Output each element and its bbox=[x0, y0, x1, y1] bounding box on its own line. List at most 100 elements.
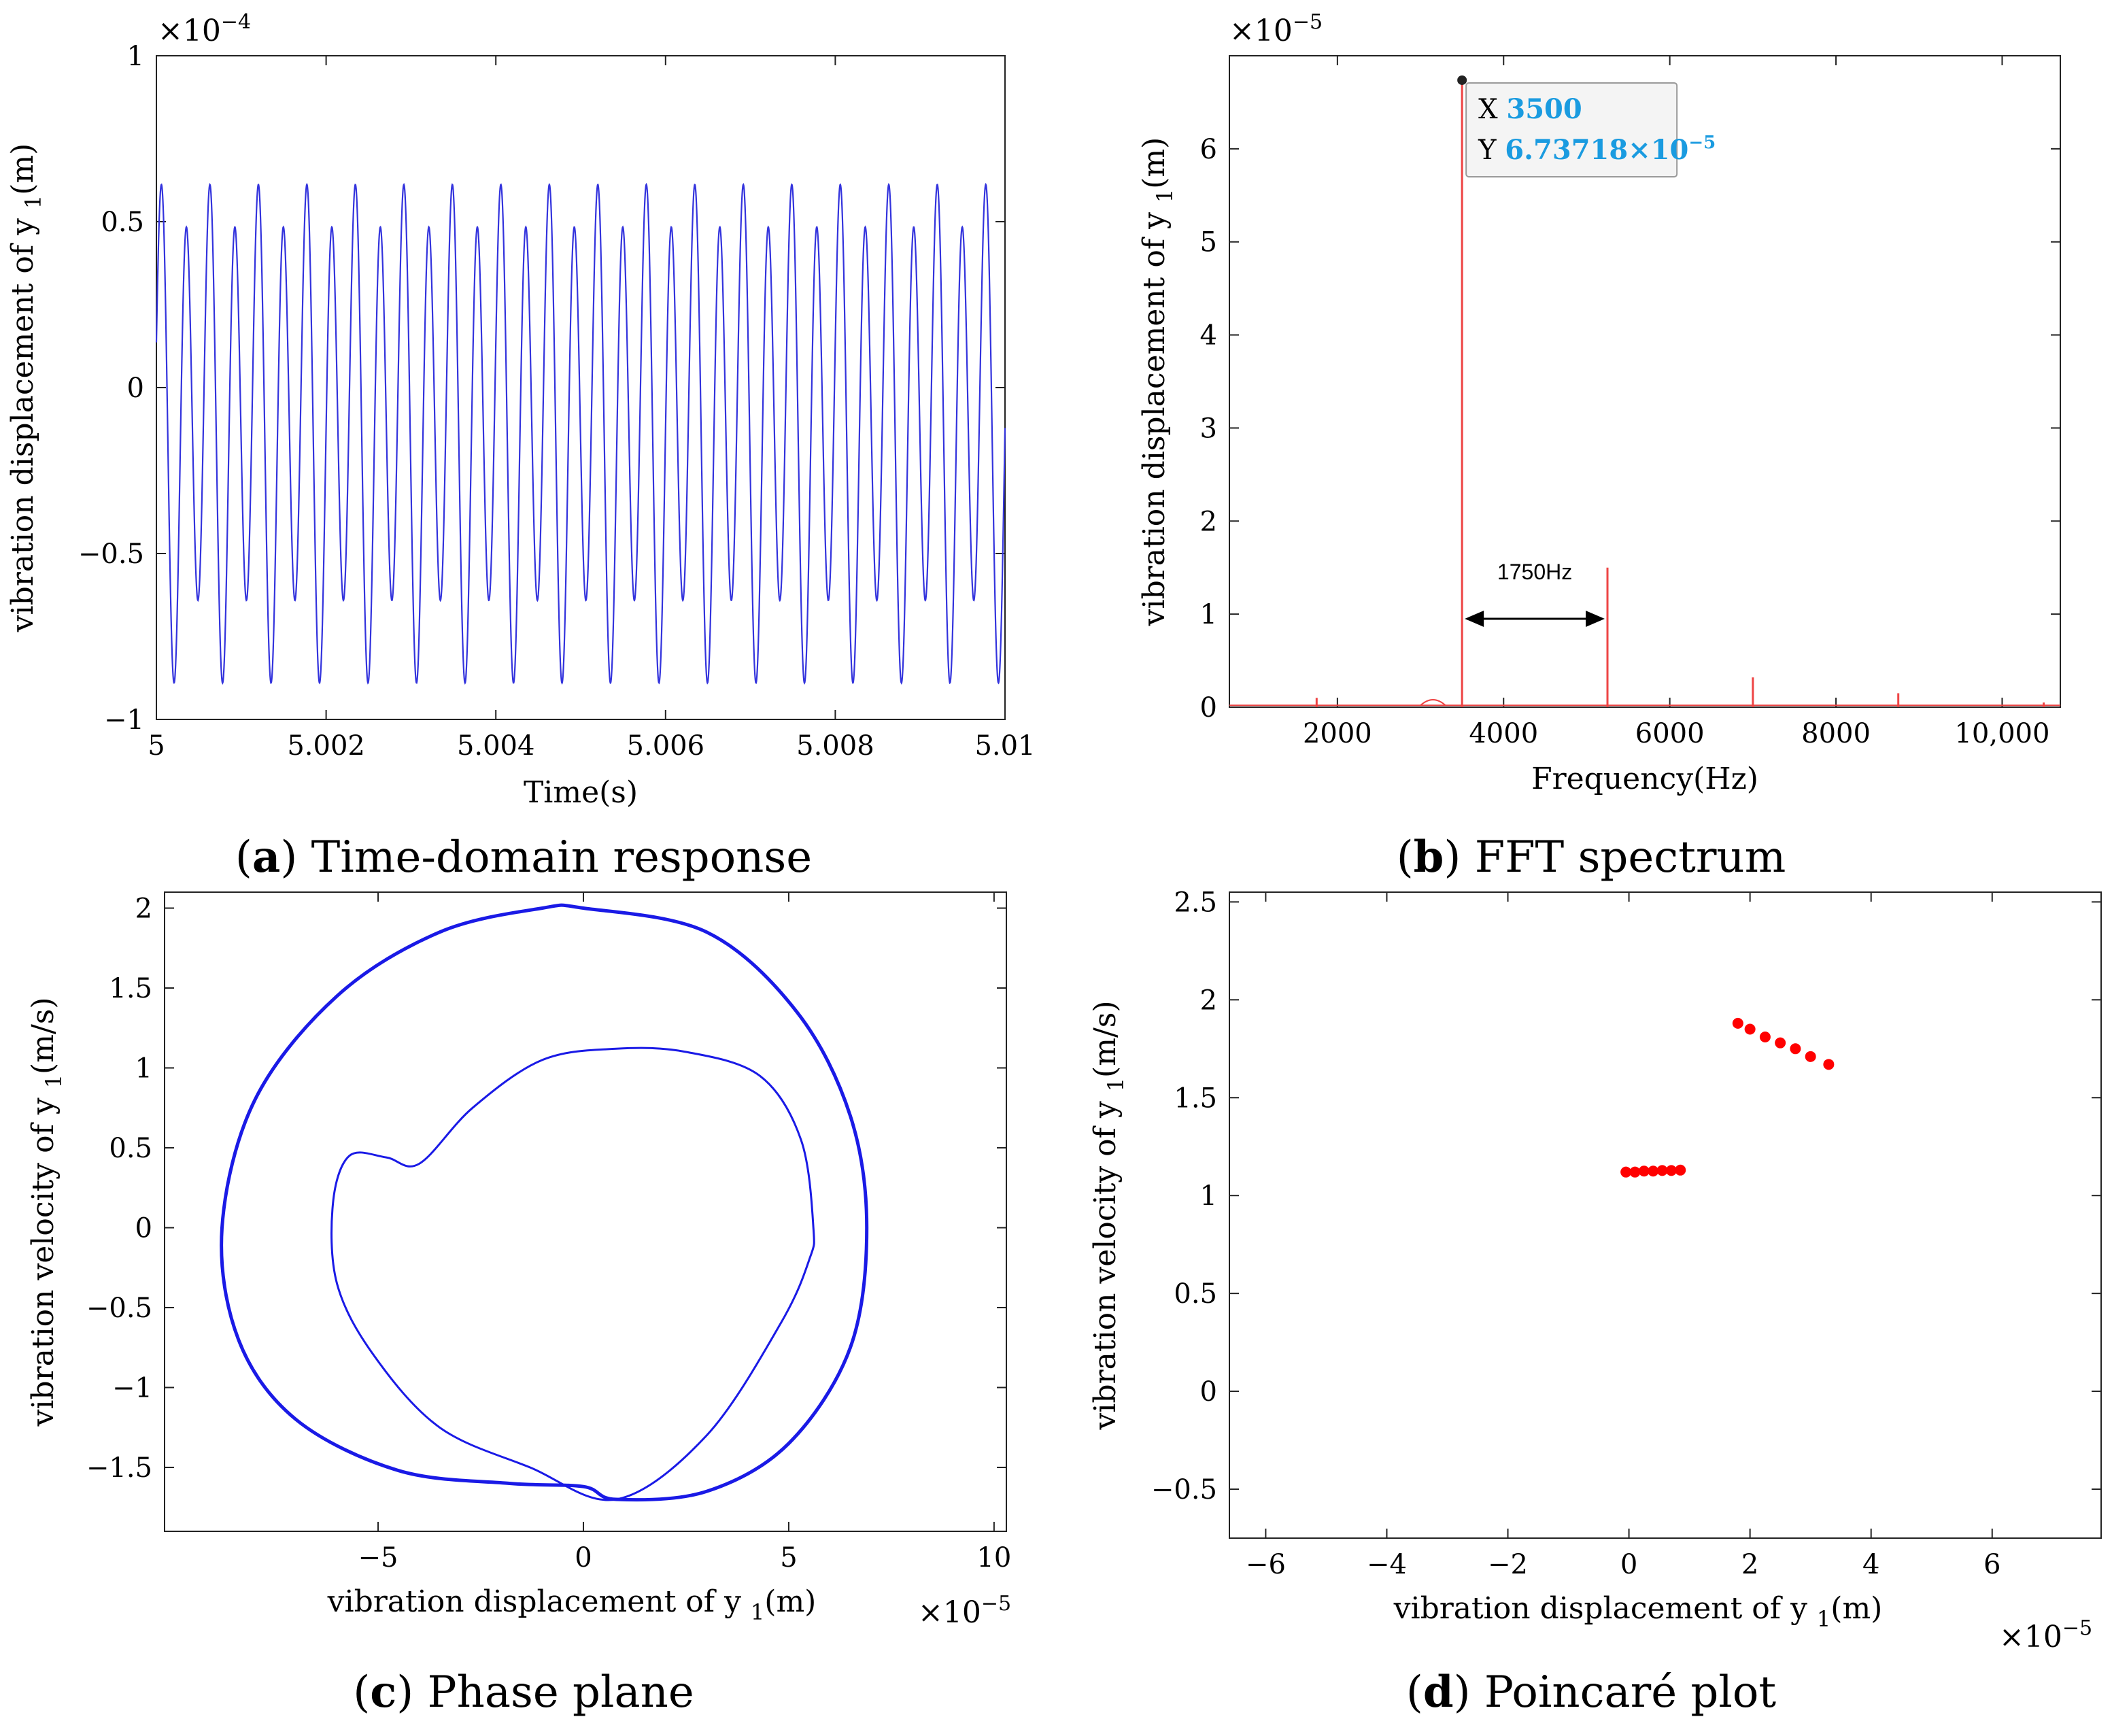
caption-b-text: ) FFT spectrum bbox=[1444, 832, 1786, 883]
datatip-x-row: X 3500 bbox=[1478, 93, 1582, 125]
caption-a-text: ) Time-domain response bbox=[280, 832, 812, 883]
y-multiplier-base: ×10 bbox=[158, 14, 221, 48]
x-axis-label: vibration displacement of y 1(m) bbox=[327, 1584, 817, 1625]
x-axis-label: vibration displacement of y 1(m) bbox=[1393, 1591, 1883, 1632]
x-tick-label: 2 bbox=[1741, 1549, 1758, 1580]
y-tick-label: 2 bbox=[1200, 985, 1217, 1016]
caption-c-letter: c bbox=[370, 1667, 396, 1718]
annotation-arrow-right-head bbox=[1586, 610, 1605, 627]
datatip-y-value: 6.73718×10 bbox=[1505, 134, 1688, 166]
y-tick-label: 3 bbox=[1200, 413, 1217, 444]
spectrum-bump bbox=[1420, 699, 1446, 707]
y-axis-label-text: vibration velocity of y bbox=[1088, 1091, 1123, 1430]
y-multiplier-exponent: −4 bbox=[221, 10, 251, 34]
x-multiplier-base: ×10 bbox=[918, 1595, 981, 1630]
poincare-point bbox=[1629, 1166, 1641, 1178]
x-tick-label: −4 bbox=[1367, 1549, 1407, 1580]
x-tick-label: 8000 bbox=[1801, 718, 1871, 749]
y-axis-label-subscript: 1 bbox=[20, 195, 46, 209]
y-tick-label: 1 bbox=[1200, 1180, 1217, 1212]
panel-d-poincare-plot: −6 −4 −2 0 2 4 6 −0.5 0 0.5 1 1.5 2 2.5 vibration disp… bbox=[1088, 887, 2102, 1654]
y-tick-label: 0 bbox=[1200, 692, 1217, 724]
x-tick-label: −2 bbox=[1488, 1549, 1528, 1580]
caption-a-letter: a bbox=[252, 832, 280, 883]
plot-frame bbox=[1229, 55, 2061, 708]
x-tick-label: 10 bbox=[976, 1542, 1011, 1573]
caption-a: (a) Time-domain response bbox=[235, 832, 812, 883]
y-tick-label: 1.5 bbox=[1174, 1083, 1217, 1114]
y-tick-label: 1 bbox=[1200, 599, 1217, 630]
x-axis-label-text: vibration displacement of y bbox=[1393, 1591, 1817, 1626]
x-tick-label: 4 bbox=[1862, 1549, 1879, 1580]
poincare-point bbox=[1638, 1165, 1650, 1177]
x-tick-label: 0 bbox=[575, 1542, 592, 1573]
y-axis-label-text: vibration displacement of y bbox=[5, 209, 40, 632]
y-tick-label: 0 bbox=[1200, 1376, 1217, 1408]
x-multiplier: ×10−5 bbox=[918, 1592, 1011, 1630]
datatip-y-label: Y bbox=[1478, 135, 1505, 166]
poincare-point bbox=[1656, 1165, 1668, 1176]
y-tick-label: −0.5 bbox=[78, 539, 144, 570]
poincare-point bbox=[1775, 1037, 1786, 1049]
poincare-point bbox=[1759, 1032, 1771, 1043]
inner-orbit-line bbox=[330, 1046, 815, 1501]
y-tick-label: 1 bbox=[135, 1053, 152, 1085]
datatip-x-label: X bbox=[1478, 94, 1506, 125]
y-axis-label-text: vibration displacement of y bbox=[1137, 203, 1172, 626]
x-tick-label: 5.006 bbox=[627, 730, 705, 762]
y-multiplier-base: ×10 bbox=[1229, 14, 1293, 48]
y-axis-label: vibration displacement of y 1(m) bbox=[1137, 137, 1178, 627]
caption-b-letter: b bbox=[1414, 832, 1444, 883]
y-axis-label-unit: (m/s) bbox=[1088, 1000, 1123, 1077]
y-tick-label: 0 bbox=[127, 373, 144, 404]
x-tick-label: −6 bbox=[1246, 1549, 1286, 1580]
time-response-line bbox=[155, 182, 1006, 685]
annotation-arrow-left-head bbox=[1465, 610, 1484, 627]
caption-b: (b) FFT spectrum bbox=[1397, 832, 1786, 883]
caption-c: (c) Phase plane bbox=[353, 1667, 694, 1718]
x-tick-label: 5.002 bbox=[287, 730, 365, 762]
x-multiplier-exponent: −5 bbox=[981, 1592, 1011, 1616]
plot-frame bbox=[1229, 891, 2102, 1539]
y-tick-label: 0 bbox=[135, 1213, 152, 1244]
y-tick-label: 1 bbox=[127, 41, 144, 72]
y-axis-label: vibration displacement of y 1(m) bbox=[5, 143, 46, 633]
annotation-label: 1750Hz bbox=[1497, 560, 1572, 584]
y-tick-label: 6 bbox=[1200, 134, 1217, 165]
y-axis-label-unit: (m) bbox=[5, 143, 40, 195]
x-axis-label: Frequency(Hz) bbox=[1531, 762, 1758, 796]
x-axis-label: Time(s) bbox=[524, 775, 638, 810]
y-tick-label: −0.5 bbox=[1151, 1474, 1217, 1505]
outer-orbit-line bbox=[220, 903, 869, 1502]
poincare-point bbox=[1675, 1164, 1686, 1176]
y-tick-label: −1.5 bbox=[86, 1452, 152, 1484]
datatip-y-row: Y 6.73718×10−5 bbox=[1478, 133, 1716, 166]
y-tick-label: 2 bbox=[135, 893, 152, 925]
datatip-box bbox=[1465, 82, 1678, 177]
x-tick-label: 5 bbox=[780, 1542, 797, 1573]
caption-d-text: ) Poincaré plot bbox=[1454, 1667, 1777, 1718]
y-axis-label: vibration velocity of y 1(m/s) bbox=[1088, 1000, 1129, 1430]
x-tick-label: 0 bbox=[1620, 1549, 1637, 1580]
y-axis-label-unit: (m) bbox=[1137, 137, 1172, 189]
x-tick-label: 4000 bbox=[1469, 718, 1538, 749]
x-tick-label: 5.008 bbox=[796, 730, 874, 762]
y-axis-label-subscript: 1 bbox=[41, 1074, 67, 1088]
x-axis-label-subscript: 1 bbox=[751, 1599, 764, 1625]
poincare-point bbox=[1732, 1017, 1743, 1029]
y-tick-label: 2.5 bbox=[1174, 887, 1217, 918]
y-tick-label: 0.5 bbox=[109, 1133, 152, 1164]
x-axis-label-subscript: 1 bbox=[1817, 1606, 1830, 1632]
x-multiplier-base: ×10 bbox=[1999, 1620, 2062, 1654]
x-tick-label: −5 bbox=[358, 1542, 398, 1573]
poincare-point bbox=[1648, 1165, 1659, 1177]
y-tick-label: −0.5 bbox=[86, 1293, 152, 1324]
x-tick-label: 2000 bbox=[1303, 718, 1372, 749]
y-tick-label: 1.5 bbox=[109, 973, 152, 1004]
x-axis-label-unit: (m) bbox=[1830, 1591, 1882, 1626]
poincare-point bbox=[1790, 1043, 1801, 1055]
x-tick-label: 5.01 bbox=[974, 730, 1035, 762]
y-multiplier: ×10−5 bbox=[1229, 10, 1323, 48]
caption-d: (d) Poincaré plot bbox=[1406, 1667, 1777, 1718]
